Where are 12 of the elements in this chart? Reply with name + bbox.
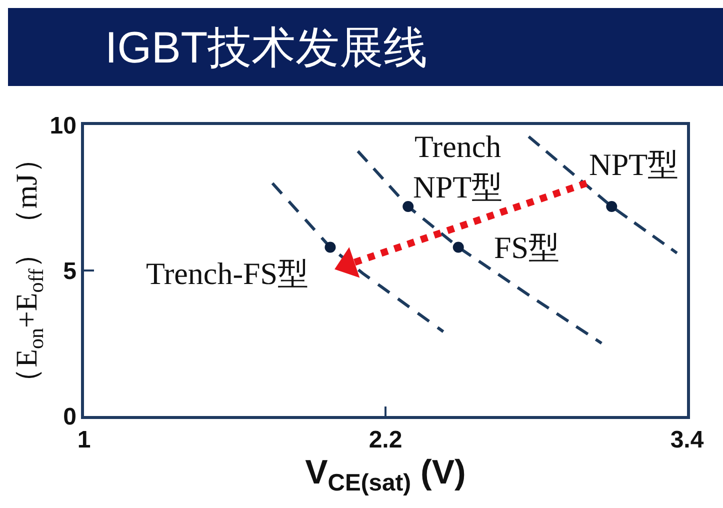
x-axis-title: V$_{CE(sat)}$ (V) [305, 454, 466, 497]
annotation: FS型 [494, 230, 560, 265]
y-tick-label: 10 [50, 112, 76, 140]
annotation: Trench-FS型 [146, 256, 308, 291]
x-tick-label: 3.4 [670, 426, 704, 454]
x-tick-label: 1 [77, 426, 91, 454]
y-tick-label: 0 [63, 403, 76, 430]
chart-title: IGBT技术发展线 [105, 23, 428, 72]
annotation: NPT型 [589, 147, 679, 182]
annotation: Trench NPT型 [413, 129, 503, 204]
y-tick-label: 5 [63, 258, 76, 285]
x-tick-label: 2.2 [368, 426, 402, 454]
